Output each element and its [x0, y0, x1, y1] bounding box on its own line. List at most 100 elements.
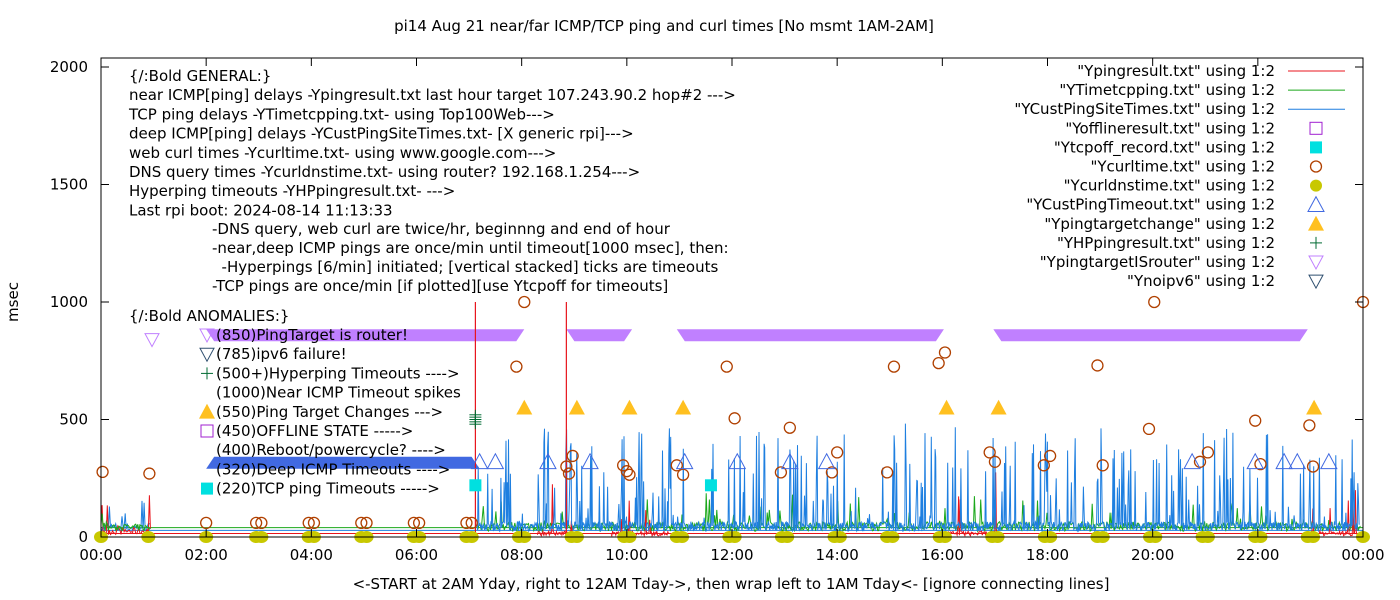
curl-time-point	[465, 516, 478, 530]
annotation-anomaly-line: (550)Ping Target Changes --->	[216, 403, 443, 421]
annotation-general-line: Hyperping timeouts -YHPpingresult.txt- -…	[129, 182, 455, 200]
near-icmp-line	[100, 495, 151, 536]
bars-layer	[206, 329, 1308, 469]
cust-ping-timeout-point	[781, 452, 799, 470]
is-router-band	[993, 329, 1308, 342]
x-tick-label: 22:00	[1236, 546, 1279, 564]
x-tick-label: 08:00	[500, 546, 543, 564]
legend-label: "Ytcpoff_record.txt" using 1:2	[1054, 138, 1275, 157]
y-tick-label: 0	[78, 528, 88, 546]
legend-label: "YCustPingTimeout.txt" using 1:2	[1026, 196, 1275, 214]
annotation-anomaly-line: (850)PingTarget is router!	[216, 326, 408, 344]
cust-ping-timeout-point	[728, 452, 747, 470]
curl-time-point	[887, 360, 901, 373]
legend-label: "Ynoipv6" using 1:2	[1127, 272, 1275, 290]
cust-ping-timeout-point	[1288, 452, 1307, 470]
tcp-line	[100, 513, 151, 532]
curl-time-point	[307, 516, 321, 530]
y-tick-label: 1000	[50, 293, 88, 311]
curl-time-point	[831, 446, 844, 459]
annotation-anomalies-title: {/:Bold ANOMALIES:}	[129, 307, 289, 325]
x-axis-label: <-START at 2AM Yday, right to 12AM Tday-…	[353, 575, 1110, 593]
anomaly-marker-icon	[201, 482, 213, 495]
is-router-band	[566, 329, 633, 342]
legend-label: "Ypingresult.txt" using 1:2	[1077, 62, 1275, 80]
x-tick-label: 20:00	[1131, 546, 1174, 564]
anomaly-marker-icon	[200, 424, 214, 438]
legend-label: "YTimetcpping.txt" using 1:2	[1059, 81, 1275, 99]
x-tick-label: 12:00	[710, 546, 753, 564]
reboot-band	[206, 456, 480, 469]
points-layer	[94, 295, 1370, 543]
x-tick-label: 04:00	[290, 546, 333, 564]
y-tick-label: 500	[59, 411, 88, 429]
chart-title: pi14 Aug 21 near/far ICMP/TCP ping and c…	[394, 17, 934, 35]
curl-time-point	[623, 468, 636, 481]
legend-triangle-down-icon	[1308, 255, 1324, 271]
annotation-general-line: {/:Bold GENERAL:}	[129, 67, 271, 85]
curl-time-point	[143, 467, 156, 480]
is-router-point	[144, 333, 160, 348]
x-tick-label: 00:00	[79, 546, 122, 564]
annotation-note-line: -near,deep ICMP pings are once/min until…	[212, 239, 729, 257]
deep-icmp-line	[100, 500, 151, 533]
x-tick-label: 10:00	[605, 546, 648, 564]
annotation-note-line: -TCP pings are once/min [if plotted][use…	[212, 277, 668, 295]
deep-icmp-line-day	[476, 423, 1360, 533]
annotation-anomaly-line: (1000)Near ICMP Timeout spikes	[216, 384, 461, 402]
anomaly-marker-icon	[199, 403, 215, 419]
y-tick-label: 1500	[50, 176, 88, 194]
y-tick-label: 2000	[50, 58, 88, 76]
curl-time-point	[1091, 359, 1104, 372]
annotation-anomaly-line: (500+)Hyperping Timeouts ---->	[216, 364, 460, 382]
cust-ping-timeout-point	[539, 452, 557, 470]
anomaly-marker-icon	[199, 328, 215, 344]
cust-ping-timeout-point	[470, 452, 489, 470]
legend-label: "YpingtargetISrouter" using 1:2	[1040, 253, 1275, 271]
curl-time-point	[1249, 414, 1262, 427]
curl-time-point	[200, 516, 213, 530]
annotation-anomaly-line: (320)Deep ICMP Timeouts ---->	[216, 460, 450, 478]
cust-ping-timeout-point	[1246, 452, 1265, 470]
curl-time-point	[255, 516, 268, 530]
annotation-note-line: -Hyperpings [6/min] initiated; [vertical…	[212, 258, 718, 276]
annotation-anomaly-line: (450)OFFLINE STATE ----->	[216, 422, 413, 440]
curl-time-point	[302, 516, 315, 530]
cust-ping-timeout-point	[1319, 452, 1338, 470]
legend-triangle-up-icon	[1307, 195, 1325, 212]
curl-time-point	[728, 412, 741, 425]
tcp-timeout-point	[469, 479, 482, 492]
curl-time-point	[560, 460, 573, 473]
curl-time-point	[407, 516, 421, 530]
curl-time-point	[1303, 419, 1316, 432]
curl-time-point	[412, 516, 426, 530]
curl-time-point	[96, 465, 109, 479]
axes-layer: 0 500 1000 1500 2000 00:00 02:00 04:00 06:00 08:0…	[50, 58, 1385, 564]
cust-ping-timeout-point	[486, 452, 505, 470]
annotation-anomaly-line: (785)ipv6 failure!	[216, 345, 347, 363]
legend-filled-square-icon	[1310, 141, 1322, 154]
x-tick-label: 06:00	[395, 546, 438, 564]
curl-time-point	[1254, 457, 1267, 471]
is-router-band	[206, 329, 525, 342]
cust-ping-timeout-point	[1275, 452, 1293, 470]
curl-time-point	[460, 516, 473, 530]
curl-time-point	[510, 360, 523, 373]
curl-time-point	[249, 516, 263, 530]
curl-time-point	[360, 516, 373, 530]
legend: "Ypingresult.txt" using 1:2"YTimetcpping…	[1014, 62, 1345, 290]
annotations-layer: {/:Bold GENERAL:}near ICMP[ping] delays …	[128, 67, 736, 498]
curl-time-point	[983, 446, 996, 459]
annotation-general-line: near ICMP[ping] delays -Ypingresult.txt …	[129, 86, 736, 104]
anomaly-marker-icon	[199, 347, 215, 363]
legend-circle-icon	[1309, 160, 1323, 173]
cust-ping-timeout-point	[817, 452, 836, 470]
curl-time-point	[932, 356, 945, 370]
ping-target-change-point	[1306, 399, 1323, 415]
ping-target-change-point	[938, 399, 955, 415]
annotation-note-line: -DNS query, web curl are twice/hr, begin…	[212, 220, 671, 238]
curl-time-point	[1043, 449, 1057, 463]
legend-label: "Ypingtargetchange" using 1:2	[1044, 215, 1275, 233]
curl-time-point	[1148, 295, 1161, 309]
ping-target-change-point	[675, 399, 692, 415]
